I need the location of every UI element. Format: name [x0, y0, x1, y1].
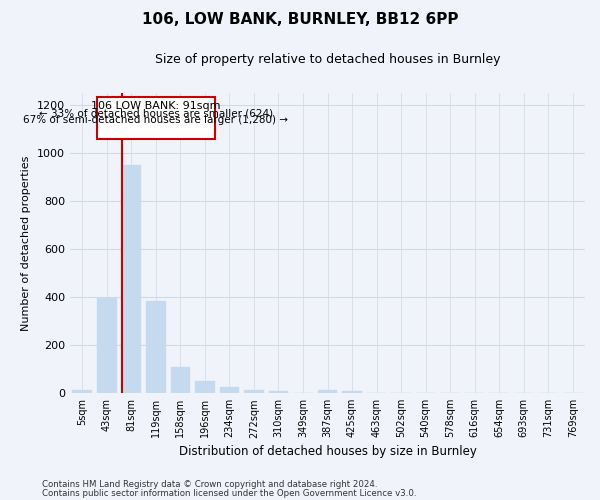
Y-axis label: Number of detached properties: Number of detached properties — [22, 156, 31, 331]
Text: 67% of semi-detached houses are larger (1,280) →: 67% of semi-detached houses are larger (… — [23, 115, 289, 125]
Bar — [244, 390, 264, 393]
FancyBboxPatch shape — [97, 96, 215, 138]
Text: ← 33% of detached houses are smaller (624): ← 33% of detached houses are smaller (62… — [39, 108, 273, 118]
Text: Contains HM Land Registry data © Crown copyright and database right 2024.: Contains HM Land Registry data © Crown c… — [42, 480, 377, 489]
Bar — [220, 387, 239, 393]
Text: Contains public sector information licensed under the Open Government Licence v3: Contains public sector information licen… — [42, 488, 416, 498]
Bar — [342, 391, 362, 393]
Bar — [73, 390, 92, 393]
X-axis label: Distribution of detached houses by size in Burnley: Distribution of detached houses by size … — [179, 444, 476, 458]
Text: 106, LOW BANK, BURNLEY, BB12 6PP: 106, LOW BANK, BURNLEY, BB12 6PP — [142, 12, 458, 28]
Bar — [170, 368, 190, 393]
Bar — [195, 381, 215, 393]
Title: Size of property relative to detached houses in Burnley: Size of property relative to detached ho… — [155, 52, 500, 66]
Text: 106 LOW BANK: 91sqm: 106 LOW BANK: 91sqm — [91, 101, 221, 111]
Bar — [122, 165, 141, 393]
Bar — [146, 301, 166, 393]
Bar — [317, 390, 337, 393]
Bar — [97, 298, 116, 393]
Bar — [269, 391, 288, 393]
